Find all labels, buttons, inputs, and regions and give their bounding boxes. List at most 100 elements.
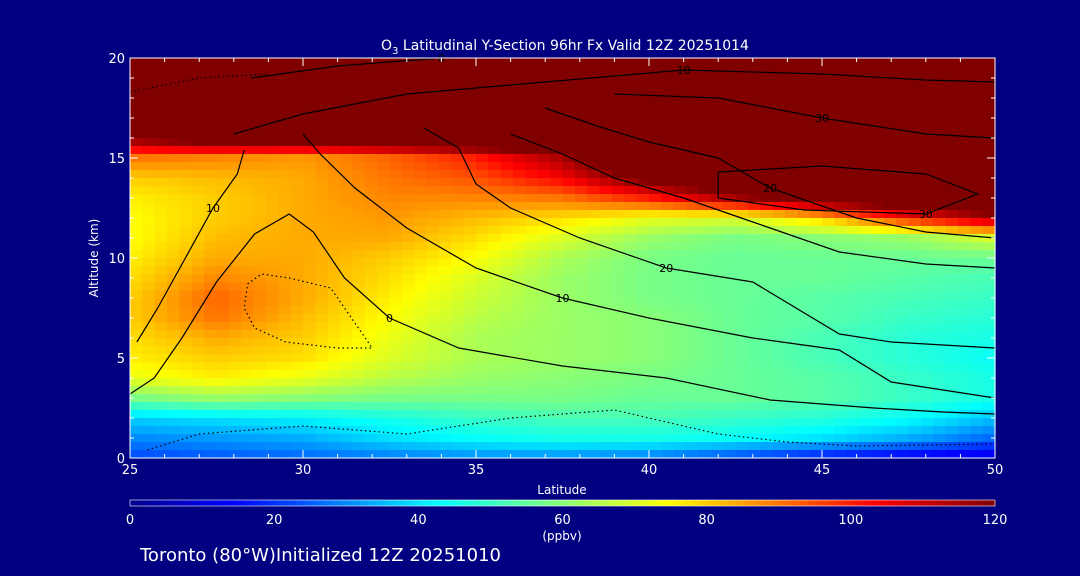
heatmap-cell <box>908 98 922 107</box>
heatmap-cell <box>438 122 452 131</box>
heatmap-cell <box>438 74 452 83</box>
heatmap-cell <box>525 66 539 75</box>
colorbar-cell <box>627 500 636 506</box>
heatmap-cell <box>933 194 947 203</box>
heatmap-cell <box>179 66 193 75</box>
heatmap-cell <box>970 426 984 435</box>
heatmap-cell <box>352 218 366 227</box>
heatmap-cell <box>611 410 625 419</box>
heatmap-cell <box>290 186 304 195</box>
heatmap-cell <box>611 322 625 331</box>
heatmap-cell <box>500 418 514 427</box>
heatmap-cell <box>574 410 588 419</box>
colorbar-cell <box>519 500 528 506</box>
heatmap-cell <box>327 362 341 371</box>
heatmap-cell <box>438 434 452 443</box>
heatmap-cell <box>846 338 860 347</box>
heatmap-cell <box>550 386 564 395</box>
heatmap-cell <box>710 234 724 243</box>
heatmap-cell <box>438 82 452 91</box>
heatmap-cell <box>525 202 539 211</box>
heatmap-cell <box>278 210 292 219</box>
heatmap-cell <box>463 370 477 379</box>
heatmap-cell <box>438 306 452 315</box>
heatmap-cell <box>846 306 860 315</box>
heatmap-cell <box>228 130 242 139</box>
heatmap-cell <box>179 226 193 235</box>
heatmap-cell <box>698 338 712 347</box>
heatmap-cell <box>599 322 613 331</box>
heatmap-cell <box>834 402 848 411</box>
heatmap-cell <box>142 234 156 243</box>
heatmap-cell <box>747 162 761 171</box>
heatmap-cell <box>822 322 835 331</box>
colorbar-cell <box>151 500 160 506</box>
heatmap-cell <box>982 106 996 115</box>
heatmap-cell <box>488 282 502 291</box>
heatmap-cell <box>760 394 774 403</box>
heatmap-cell <box>364 234 378 243</box>
heatmap-cell <box>747 186 761 195</box>
heatmap-cell <box>315 258 329 267</box>
heatmap-cell <box>303 154 316 163</box>
heatmap-cell <box>154 170 168 179</box>
heatmap-cell <box>550 290 564 299</box>
heatmap-cell <box>364 178 378 187</box>
heatmap-cell <box>933 266 947 275</box>
heatmap-cell <box>315 186 329 195</box>
heatmap-cell <box>945 218 959 227</box>
heatmap-cell <box>340 354 354 363</box>
heatmap-cell <box>204 210 218 219</box>
heatmap-cell <box>562 298 576 307</box>
heatmap-cell <box>451 146 465 155</box>
heatmap-cell <box>476 402 489 411</box>
heatmap-cell <box>204 410 218 419</box>
heatmap-cell <box>574 322 588 331</box>
heatmap-cell <box>908 250 922 259</box>
heatmap-cell <box>513 378 527 387</box>
heatmap-cell <box>883 282 897 291</box>
heatmap-cell <box>476 370 489 379</box>
heatmap-cell <box>216 434 230 443</box>
heatmap-cell <box>809 306 823 315</box>
colorbar-cell <box>382 500 391 506</box>
heatmap-cell <box>735 402 749 411</box>
heatmap-cell <box>784 74 798 83</box>
heatmap-cell <box>265 322 279 331</box>
heatmap-cell <box>278 346 292 355</box>
heatmap-cell <box>920 250 934 259</box>
heatmap-cell <box>550 202 564 211</box>
heatmap-cell <box>389 154 403 163</box>
heatmap-cell <box>476 378 489 387</box>
heatmap-cell <box>265 346 279 355</box>
heatmap-cell <box>179 58 193 67</box>
colorbar-cell <box>764 500 773 506</box>
heatmap-cell <box>822 242 835 251</box>
heatmap-cell <box>426 162 440 171</box>
heatmap-cell <box>142 122 156 131</box>
heatmap-cell <box>463 66 477 75</box>
heatmap-cell <box>883 306 897 315</box>
heatmap-cell <box>710 242 724 251</box>
heatmap-cell <box>401 138 415 147</box>
heatmap-cell <box>340 146 354 155</box>
heatmap-cell <box>513 314 527 323</box>
heatmap-cell <box>797 194 811 203</box>
heatmap-cell <box>698 90 712 99</box>
heatmap-cell <box>871 98 885 107</box>
heatmap-cell <box>624 170 638 179</box>
heatmap-cell <box>747 330 761 339</box>
heatmap-cell <box>624 442 638 451</box>
heatmap-cell <box>809 338 823 347</box>
heatmap-cell <box>747 442 761 451</box>
heatmap-cell <box>896 178 910 187</box>
colorbar-cell <box>497 500 506 506</box>
heatmap-cell <box>537 274 551 283</box>
heatmap-cell <box>673 354 687 363</box>
heatmap-cell <box>191 274 205 283</box>
heatmap-cell <box>241 426 255 435</box>
heatmap-cell <box>179 210 193 219</box>
heatmap-cell <box>488 154 502 163</box>
heatmap-cell <box>290 314 304 323</box>
heatmap-cell <box>476 58 489 67</box>
